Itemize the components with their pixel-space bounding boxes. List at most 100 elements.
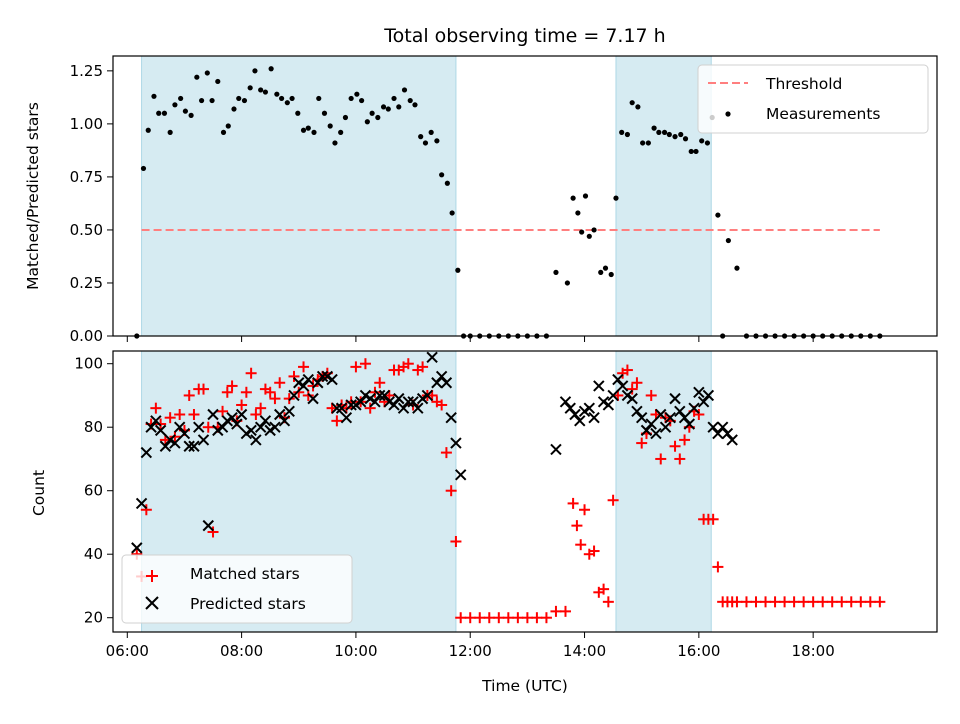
predicted-star-point xyxy=(426,351,438,364)
legend-predicted-marker xyxy=(145,596,159,610)
matched-star-point xyxy=(769,596,781,608)
matched-star-point xyxy=(359,358,371,370)
matched-star-point xyxy=(364,402,376,414)
measurement-point xyxy=(321,110,328,116)
matched-star-point xyxy=(236,399,248,411)
matched-star-point xyxy=(655,453,667,465)
measurement-point xyxy=(656,129,662,135)
predicted-star-point xyxy=(707,421,719,433)
predicted-star-point xyxy=(235,408,248,421)
measurement-point xyxy=(608,271,614,278)
matched-star-point xyxy=(693,409,705,421)
y-tick-label: 0.25 xyxy=(70,274,103,292)
predicted-star-point xyxy=(254,421,267,433)
x-tick-label: 06:00 xyxy=(106,642,149,660)
measurement-point xyxy=(268,66,274,72)
measurement-point xyxy=(198,97,205,104)
ratio-panel: Total observing time = 7.17 h 0.000.250.… xyxy=(24,25,938,345)
x-tick-label: 14:00 xyxy=(563,642,606,660)
predicted-star-point xyxy=(159,440,172,452)
matched-star-point xyxy=(169,431,181,443)
y-tick-label: 1.00 xyxy=(70,115,103,133)
measurement-point xyxy=(412,102,418,108)
predicted-star-point xyxy=(693,386,705,398)
legend-matched-marker xyxy=(146,570,158,582)
matched-star-point xyxy=(264,386,276,398)
measurement-point xyxy=(247,85,253,91)
measurement-point xyxy=(348,95,354,102)
matched-star-point xyxy=(483,612,495,624)
matched-star-point xyxy=(293,386,305,398)
measurement-point xyxy=(258,87,264,93)
matched-star-point xyxy=(207,526,219,538)
predicted-star-point xyxy=(421,389,434,402)
measurement-point xyxy=(699,138,705,144)
predicted-star-point xyxy=(297,380,310,392)
matched-star-point xyxy=(731,596,743,608)
measurement-point xyxy=(575,210,581,216)
matched-star-point xyxy=(559,605,571,617)
x-tick-label: 12:00 xyxy=(449,642,492,660)
matched-star-point xyxy=(464,612,476,624)
legend-box xyxy=(697,64,929,134)
matched-star-point xyxy=(440,447,452,459)
measurement-point xyxy=(672,134,678,140)
y-axis-ticks: 0.00 0.25 0.50 0.75 1.00 1.25 xyxy=(70,62,113,345)
matched-star-point xyxy=(245,367,257,379)
matched-star-point xyxy=(226,380,238,392)
measurement-point xyxy=(391,95,397,102)
matched-star-point xyxy=(874,596,886,608)
predicted-star-point xyxy=(135,497,148,510)
predicted-star-point xyxy=(402,396,415,408)
measurement-point xyxy=(582,193,589,199)
predicted-star-point xyxy=(173,421,186,433)
measurement-point xyxy=(369,110,375,116)
predicted-star-point xyxy=(131,542,143,554)
measurement-point xyxy=(591,227,597,233)
measurement-point xyxy=(640,140,646,146)
measurement-point xyxy=(364,119,370,125)
matched-star-point xyxy=(740,596,752,608)
predicted-star-point xyxy=(702,389,715,402)
predicted-star-point xyxy=(559,396,572,408)
predicted-star-point xyxy=(369,396,381,408)
measurement-point xyxy=(151,93,157,99)
measurement-point xyxy=(613,195,619,201)
matched-star-point xyxy=(575,539,587,551)
matched-star-point xyxy=(779,596,791,608)
predicted-star-point xyxy=(335,402,348,414)
measurement-point xyxy=(579,229,585,235)
measurement-point xyxy=(161,110,168,116)
predicted-star-point xyxy=(226,411,238,424)
predicted-star-point xyxy=(650,427,662,440)
predicted-star-point xyxy=(316,370,329,383)
matched-star-point xyxy=(679,434,691,446)
matched-star-point xyxy=(250,409,262,421)
measurement-point xyxy=(693,148,699,155)
matched-star-point xyxy=(445,485,457,497)
x-tick-label: 16:00 xyxy=(677,642,720,660)
predicted-star-point xyxy=(450,437,462,449)
matched-star-point xyxy=(567,497,579,509)
measurement-point xyxy=(156,110,162,116)
predicted-star-point xyxy=(669,392,681,405)
predicted-star-point xyxy=(726,434,738,446)
measurement-point xyxy=(570,195,576,201)
matched-star-point xyxy=(760,596,772,608)
y-axis-label: Count xyxy=(30,470,48,516)
measurement-point xyxy=(220,129,227,135)
measurement-point xyxy=(725,237,731,244)
measurement-point xyxy=(145,127,151,133)
matched-star-point xyxy=(674,453,686,465)
measurement-point xyxy=(279,95,285,102)
legend: Threshold Measurements xyxy=(697,64,929,134)
chart-title: Total observing time = 7.17 h xyxy=(383,25,665,47)
matched-star-point xyxy=(598,583,610,595)
predicted-star-point xyxy=(216,421,229,433)
y-axis-label: Matched/Predicted stars xyxy=(24,102,42,290)
predicted-star-point xyxy=(354,396,367,408)
measurement-point xyxy=(449,210,455,216)
legend-box xyxy=(121,554,353,624)
y-tick-label: 0.50 xyxy=(70,221,103,239)
matched-star-point xyxy=(750,596,762,608)
